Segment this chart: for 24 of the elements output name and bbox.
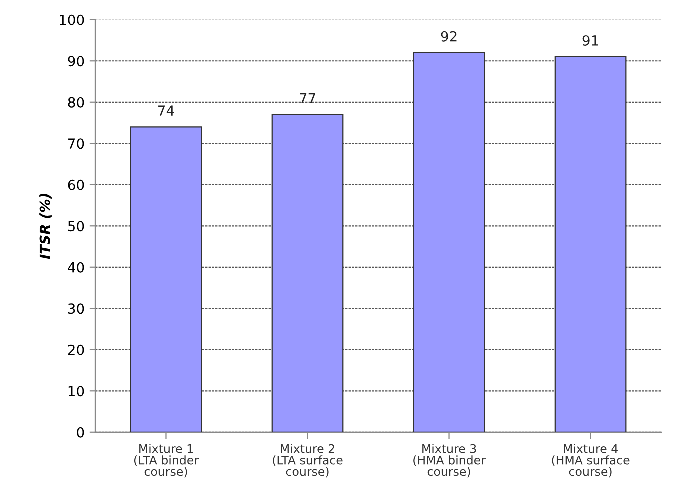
y-tick-label: 10 [68, 386, 84, 397]
y-tick-label: 30 [68, 304, 84, 314]
y-tick-label: 20 [68, 344, 84, 356]
x-tick-label: Mixture 1 (LTA binder course) [134, 444, 200, 478]
x-tick-label: Mixture 4 (HMA surface course) [552, 444, 630, 478]
y-tick-label: 50 [68, 221, 84, 232]
y-tick-label: 70 [68, 138, 84, 150]
x-tick-label: Mixture 2 (LTA surface course) [273, 444, 343, 478]
y-tick-label: 80 [68, 97, 84, 108]
y-tick-label: 0 [77, 427, 84, 438]
y-tick-label: 60 [68, 180, 84, 190]
data-label: 92 [441, 31, 457, 42]
y-axis-title: ITSR (%) [40, 194, 52, 260]
y-tick-label: 100 [60, 14, 84, 26]
bar [554, 56, 627, 432]
y-tick-label: 90 [68, 56, 84, 67]
data-label: 74 [158, 106, 174, 116]
data-label: 77 [300, 93, 316, 104]
x-tick-label: Mixture 3 (HMA binder course) [414, 444, 486, 478]
bar [272, 114, 344, 432]
bar [413, 52, 486, 432]
bar [130, 126, 202, 432]
data-label: 91 [582, 35, 598, 46]
y-tick-label: 40 [68, 262, 84, 273]
